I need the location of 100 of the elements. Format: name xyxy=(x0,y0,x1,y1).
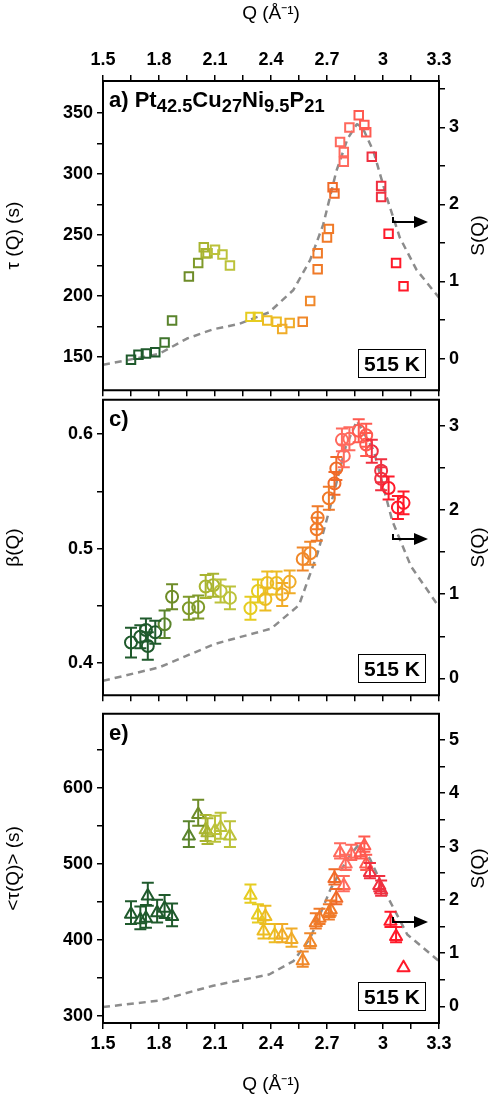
point xyxy=(260,575,275,590)
point xyxy=(148,625,163,640)
point xyxy=(338,146,350,158)
point xyxy=(252,311,264,323)
x-tick-label: 2.7 xyxy=(314,1032,340,1053)
point xyxy=(334,432,349,447)
point xyxy=(374,471,389,486)
point xyxy=(327,476,342,491)
point xyxy=(276,323,288,335)
point xyxy=(138,622,153,637)
point xyxy=(243,601,258,616)
annotation: a) Pt$_{42.5}$Cu$_{27}$Ni$_{9.5}$P$_{21}$ xyxy=(109,87,325,117)
y2-tick-label: 2 xyxy=(449,499,460,520)
point xyxy=(124,635,138,650)
point xyxy=(375,180,387,192)
point xyxy=(213,584,228,599)
x-tick-label: 2.4 xyxy=(258,1032,284,1053)
point xyxy=(390,257,402,269)
x2-tick-label: 1.5 xyxy=(90,49,116,70)
point xyxy=(140,348,152,359)
annotation: 515 K xyxy=(357,654,426,684)
point xyxy=(327,182,338,193)
point xyxy=(140,888,155,901)
point xyxy=(224,260,236,271)
y2-tick-label: 0 xyxy=(449,667,460,688)
x2-tick-label: 3.3 xyxy=(426,49,452,70)
point xyxy=(222,827,237,841)
y2-tick-label: 5 xyxy=(449,728,460,749)
point xyxy=(334,136,346,148)
y-tick-label: 300 xyxy=(62,162,93,183)
y2-tick-label: 2 xyxy=(449,888,460,909)
point xyxy=(295,551,310,566)
x-tick-label: 3 xyxy=(377,1032,389,1053)
point xyxy=(329,461,344,476)
y2-tick-label: 0 xyxy=(449,995,460,1016)
point xyxy=(159,337,170,348)
point xyxy=(181,827,196,841)
y2-tick-label: 2 xyxy=(449,193,460,214)
point xyxy=(198,579,213,594)
point xyxy=(140,638,155,653)
point xyxy=(258,592,273,607)
point xyxy=(157,617,172,632)
point xyxy=(166,315,178,326)
x2-tick-label: 2.7 xyxy=(314,49,340,70)
x-tick-label: 3.3 xyxy=(426,1032,452,1053)
point xyxy=(321,232,333,243)
point xyxy=(133,911,148,925)
annotation: 515 K xyxy=(357,982,426,1011)
point xyxy=(304,295,316,307)
point xyxy=(183,271,195,282)
point xyxy=(192,257,204,269)
point xyxy=(390,500,405,515)
annotation: 515 K xyxy=(357,349,426,379)
point xyxy=(398,281,409,292)
point xyxy=(198,241,210,253)
point xyxy=(217,249,228,260)
point xyxy=(209,244,221,255)
point xyxy=(191,600,206,615)
point xyxy=(338,156,350,167)
point xyxy=(222,590,237,605)
y-axis-title: τ (Q) (s) xyxy=(1,201,23,270)
point xyxy=(123,906,139,919)
point xyxy=(191,806,206,820)
y-tick-label: 150 xyxy=(62,346,93,367)
y-tick-label: 300 xyxy=(62,1005,93,1026)
point xyxy=(359,119,370,131)
y-tick-label: 500 xyxy=(62,852,93,873)
y2-tick-label: 4 xyxy=(449,782,460,803)
point xyxy=(321,491,336,506)
y2-tick-label: 3 xyxy=(449,116,460,137)
point xyxy=(359,437,374,452)
point xyxy=(165,908,180,922)
point xyxy=(374,463,389,478)
point xyxy=(165,589,180,604)
point xyxy=(282,574,297,589)
y-tick-label: 400 xyxy=(62,928,93,949)
point xyxy=(284,317,295,329)
y2-tick-label: 0 xyxy=(449,347,460,368)
y-tick-label: 0.6 xyxy=(67,423,93,444)
annotation: e) xyxy=(109,719,129,745)
y2-tick-label: 3 xyxy=(449,414,460,435)
point xyxy=(275,587,290,602)
point xyxy=(250,584,265,599)
annotation: c) xyxy=(109,405,129,431)
x2-tick-label: 2.4 xyxy=(258,49,284,70)
point xyxy=(336,448,351,463)
point xyxy=(360,127,372,138)
point xyxy=(344,122,355,133)
point xyxy=(309,522,324,537)
point xyxy=(353,109,364,121)
point xyxy=(312,248,323,259)
x2-tick-label: 2.1 xyxy=(202,49,228,70)
y2-axis-title: S(Q) xyxy=(467,848,489,889)
point xyxy=(342,431,357,446)
y-tick-label: 250 xyxy=(62,223,93,244)
point xyxy=(213,819,228,832)
y2-tick-label: 1 xyxy=(449,583,460,604)
y2-tick-label: 3 xyxy=(449,835,460,856)
y-tick-label: 600 xyxy=(62,776,93,797)
x-axis-title: Q (Å⁻¹) xyxy=(242,1072,300,1094)
